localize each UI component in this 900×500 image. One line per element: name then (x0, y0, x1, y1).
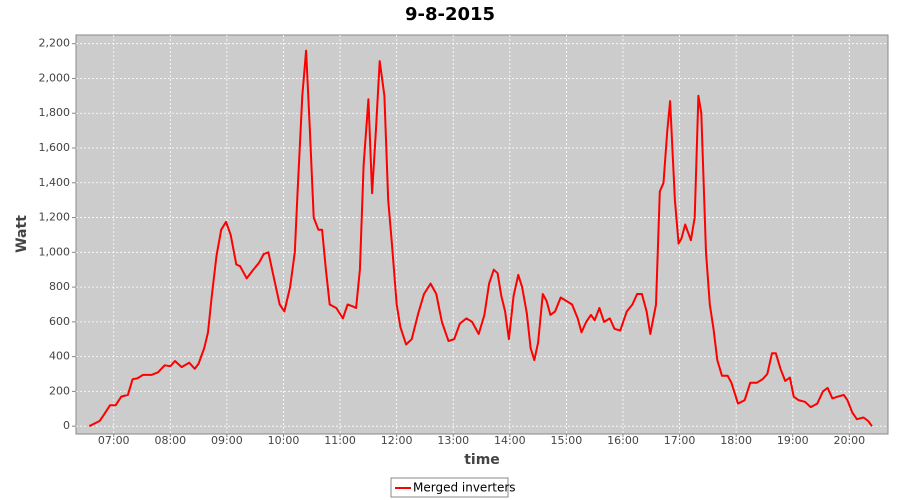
y-tick-label: 1,400 (39, 176, 71, 189)
y-tick-label: 200 (49, 384, 70, 397)
x-tick-label: 13:00 (437, 434, 469, 447)
x-tick-label: 14:00 (494, 434, 526, 447)
x-tick-label: 09:00 (211, 434, 243, 447)
x-tick-label: 15:00 (551, 434, 583, 447)
y-tick-label: 600 (49, 315, 70, 328)
y-tick-label: 1,200 (39, 211, 71, 224)
x-axis-label: time (464, 452, 500, 468)
y-tick-label: 0 (63, 419, 70, 432)
x-tick-label: 20:00 (833, 434, 865, 447)
legend (390, 477, 509, 498)
y-tick-label: 2,000 (39, 71, 71, 84)
x-tick-label: 11:00 (324, 434, 356, 447)
x-tick-label: 08:00 (154, 434, 186, 447)
y-tick-label: 1,800 (39, 106, 71, 119)
x-tick-label: 16:00 (607, 434, 639, 447)
y-tick-label: 1,000 (39, 245, 71, 258)
x-tick-label: 19:00 (777, 434, 809, 447)
legend-label: Merged inverters (413, 481, 516, 495)
plot-area (75, 34, 889, 435)
x-tick-label: 07:00 (98, 434, 130, 447)
x-tick-label: 12:00 (381, 434, 413, 447)
y-tick-label: 800 (49, 280, 70, 293)
x-tick-label: 18:00 (720, 434, 752, 447)
y-tick-label: 400 (49, 350, 70, 363)
y-tick-label: 1,600 (39, 141, 71, 154)
chart-title: 9-8-2015 (405, 4, 495, 25)
data-line (88, 49, 873, 428)
y-axis-label: Watt (14, 215, 30, 253)
y-tick-label: 2,200 (39, 37, 71, 50)
x-tick-label: 17:00 (664, 434, 696, 447)
x-tick-label: 10:00 (268, 434, 300, 447)
